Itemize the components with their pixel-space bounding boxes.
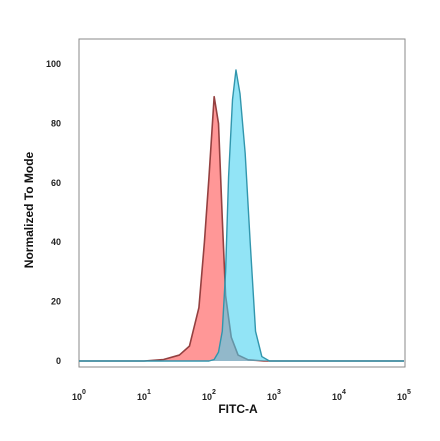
y-tick-label: 0: [56, 356, 61, 366]
x-axis-label: FITC-A: [218, 402, 258, 416]
x-tick-label: 100: [72, 389, 86, 402]
histogram-series-blue-fill: [79, 69, 404, 361]
y-axis-label: Normalized To Mode: [22, 151, 36, 268]
series-layer: [79, 69, 404, 362]
x-tick-label: 102: [202, 389, 216, 402]
x-axis-ticks: 100 101 102 103 104 105: [72, 389, 411, 402]
x-tick-label: 101: [137, 389, 151, 402]
y-axis-ticks: 0 20 40 60 80 100: [46, 59, 61, 366]
y-tick-label: 100: [46, 59, 61, 69]
x-tick-label: 105: [397, 389, 411, 402]
y-tick-label: 20: [51, 297, 61, 307]
y-tick-label: 40: [51, 237, 61, 247]
x-tick-label: 103: [267, 389, 281, 402]
x-tick-label: 104: [332, 389, 346, 402]
y-tick-label: 60: [51, 178, 61, 188]
y-tick-label: 80: [51, 118, 61, 128]
histogram-series-blue-line: [79, 69, 404, 362]
